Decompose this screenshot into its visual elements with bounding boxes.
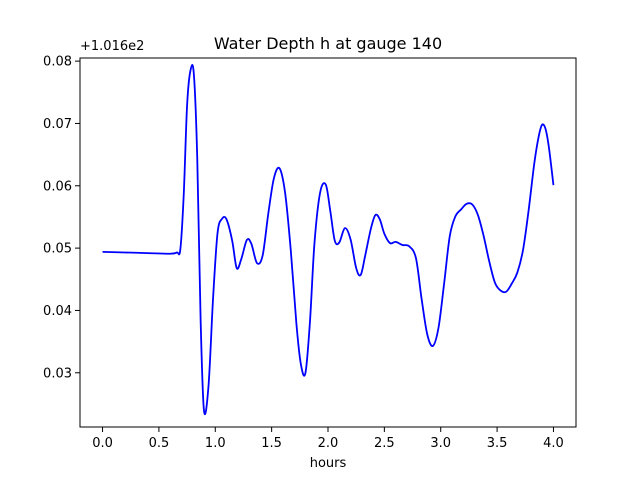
y-tick-label: 0.04 (43, 304, 72, 319)
x-tick-label: 3.0 (430, 436, 451, 451)
y-tick-label: 0.08 (43, 55, 72, 70)
y-offset-label: +1.016e2 (80, 39, 144, 54)
x-tick-label: 1.0 (205, 436, 226, 451)
x-tick-label: 4.0 (543, 436, 564, 451)
y-axis: 0.03 0.04 0.05 0.06 0.07 0.08 (43, 55, 80, 381)
plot-area (102, 64, 555, 416)
x-tick-label: 0.5 (149, 436, 170, 451)
chart-title: Water Depth h at gauge 140 (214, 34, 442, 53)
y-tick-label: 0.07 (43, 117, 72, 132)
x-tick-label: 0.0 (92, 436, 113, 451)
x-tick-label: 1.5 (261, 436, 282, 451)
y-tick-label: 0.05 (43, 242, 72, 257)
y-tick-label: 0.03 (43, 366, 72, 381)
y-tick-label: 0.06 (43, 179, 72, 194)
x-tick-label: 2.5 (374, 436, 395, 451)
x-tick-label: 2.0 (318, 436, 339, 451)
series-line-0 (102, 64, 555, 416)
x-axis: 0.0 0.5 1.0 1.5 2.0 2.5 3.0 3.5 4.0 (92, 427, 564, 451)
x-tick-label: 3.5 (487, 436, 508, 451)
x-axis-label: hours (310, 456, 347, 471)
